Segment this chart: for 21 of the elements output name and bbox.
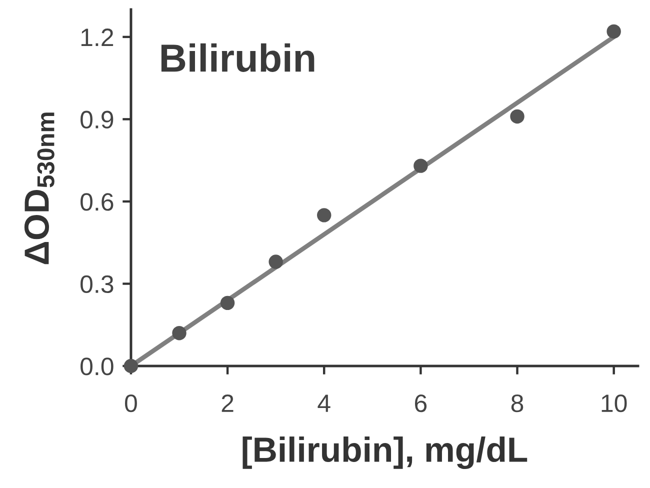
x-axis-title: [Bilirubin], mg/dL	[242, 436, 528, 470]
x-tick-label: 6	[415, 394, 427, 412]
y-tick-label: 0.3	[80, 275, 114, 294]
point	[317, 208, 332, 222]
y-tick-label: 0.0	[80, 358, 114, 376]
x-tick-label: 10	[602, 394, 627, 412]
point	[510, 109, 524, 124]
x-tick-label: 8	[511, 394, 524, 412]
point	[172, 326, 186, 340]
x-tick-label: 0	[125, 394, 137, 412]
point	[220, 296, 235, 310]
y-axis-title: ΔOD$_{530nm}$	[24, 112, 54, 264]
x-tick-label: 4	[318, 394, 330, 412]
text: Bilirubin	[161, 43, 314, 72]
point	[606, 24, 621, 39]
point	[268, 254, 283, 269]
y-tick-label: 1.2	[81, 28, 114, 46]
y-tick-label: 0.9	[80, 110, 114, 129]
x-tick-label: 2	[222, 394, 234, 412]
y-tick-label: 0.6	[80, 193, 114, 211]
point	[414, 158, 428, 173]
